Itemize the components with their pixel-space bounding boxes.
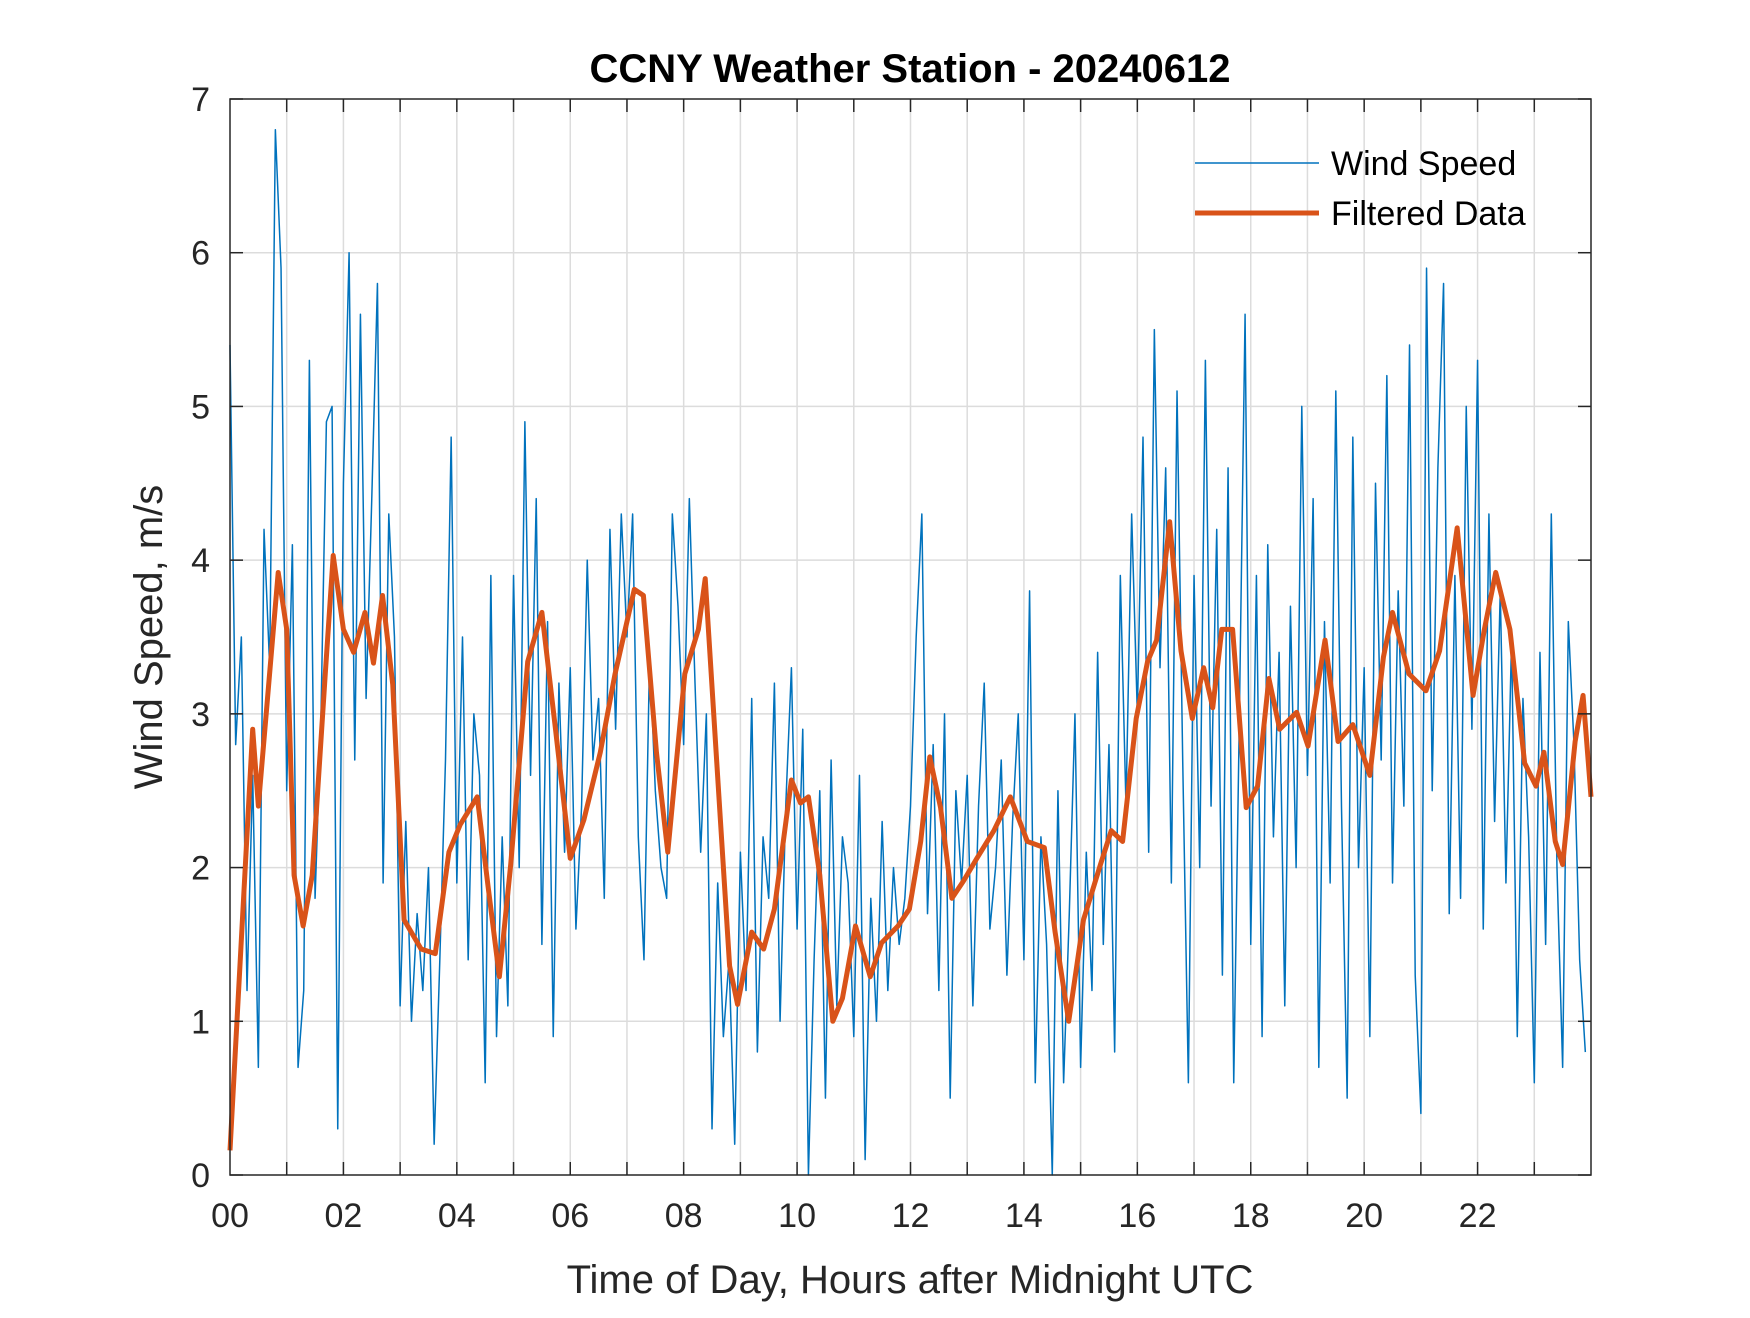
x-tick-label: 12	[892, 1197, 930, 1235]
y-tick-label: 1	[191, 1003, 210, 1041]
x-axis-label: Time of Day, Hours after Midnight UTC	[567, 1258, 1254, 1302]
x-tick-label: 04	[438, 1197, 476, 1235]
plot-lines	[227, 128, 1594, 1176]
y-tick-label: 0	[191, 1157, 210, 1195]
chart-title: CCNY Weather Station - 20240612	[590, 47, 1231, 91]
series-line-filtered-data	[227, 519, 1594, 1151]
y-tick-label: 2	[191, 850, 210, 888]
y-tick-label: 7	[191, 81, 210, 119]
y-tick-label: 5	[191, 388, 210, 426]
x-tick-label: 20	[1345, 1197, 1383, 1235]
y-tick-label: 3	[191, 696, 210, 734]
y-axis-label: Wind Speed, m/s	[127, 485, 171, 790]
legend-label-filtered-data: Filtered Data	[1331, 195, 1526, 233]
x-tick-label: 16	[1118, 1197, 1156, 1235]
x-tick-label: 18	[1232, 1197, 1270, 1235]
series-line-wind-speed	[229, 128, 1587, 1176]
x-tick-label: 06	[551, 1197, 589, 1235]
x-tick-label: 08	[665, 1197, 703, 1235]
x-tick-label: 10	[778, 1197, 816, 1235]
x-tick-label: 02	[325, 1197, 363, 1235]
x-tick-label: 00	[211, 1197, 249, 1235]
x-tick-label: 22	[1459, 1197, 1497, 1235]
x-tick-label: 14	[1005, 1197, 1043, 1235]
y-tick-label: 4	[191, 542, 210, 580]
y-tick-label: 6	[191, 235, 210, 273]
legend: Wind Speed Filtered Data	[1195, 145, 1526, 233]
legend-label-wind-speed: Wind Speed	[1331, 145, 1516, 183]
